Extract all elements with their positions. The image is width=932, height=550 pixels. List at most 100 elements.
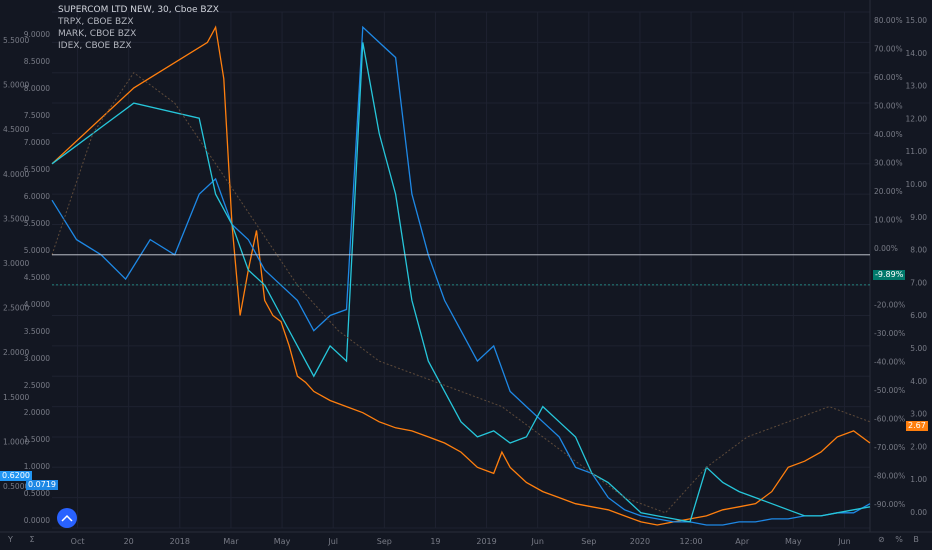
y-right-pct-tick: 20.00% xyxy=(874,187,903,196)
right-price-badge: 2.67 xyxy=(906,421,928,431)
y-right-pct-tick: 70.00% xyxy=(874,44,903,53)
y-left-inner-tick: 6.0000 xyxy=(24,192,50,201)
y-left-outer-tick: 2.0000 xyxy=(3,348,29,357)
y-left-outer-tick: 5.5000 xyxy=(3,36,29,45)
y-left-inner-tick: 1.5000 xyxy=(24,435,50,444)
y-left-inner-tick: 4.0000 xyxy=(24,300,50,309)
y-left-inner-tick: 2.5000 xyxy=(24,381,50,390)
x-tick-label: 19 xyxy=(430,537,440,546)
y-right-pct-tick: 80.00% xyxy=(874,16,903,25)
y-left-inner-tick: 6.5000 xyxy=(24,165,50,174)
y-left-inner-tick: 8.5000 xyxy=(24,57,50,66)
pct-current-badge: -9.89% xyxy=(873,270,906,280)
y-right-pct-tick: -20.00% xyxy=(874,301,905,310)
y-right-price-tick: 14.00 xyxy=(906,49,928,58)
y-left-outer-tick: 5.0000 xyxy=(3,81,29,90)
y-right-price-tick: 1.00 xyxy=(910,475,927,484)
y-left-outer-tick: 4.0000 xyxy=(3,170,29,179)
y-left-inner-tick: 3.0000 xyxy=(24,354,50,363)
tradingview-logo-icon[interactable] xyxy=(57,508,77,528)
y-left-outer-tick: 3.5000 xyxy=(3,214,29,223)
y-left-outer-tick: 1.0000 xyxy=(3,437,29,446)
y-left-outer-tick: 3.0000 xyxy=(3,259,29,268)
y-right-pct-tick: -60.00% xyxy=(874,415,905,424)
y-right-price-tick: 3.00 xyxy=(910,410,927,419)
y-right-price-tick: 0.00 xyxy=(910,508,927,517)
y-right-price-tick: 9.00 xyxy=(910,213,927,222)
legend-main-symbol[interactable]: SUPERCOM LTD NEW, 30, Cboe BZX xyxy=(58,5,219,15)
x-tick-label: 20 xyxy=(124,537,134,546)
legend-series-idex[interactable]: IDEX, CBOE BZX xyxy=(58,41,132,51)
x-tick-label: Sep xyxy=(581,537,596,546)
y-right-price-tick: 13.00 xyxy=(906,82,928,91)
y-right-pct-tick: -50.00% xyxy=(874,386,905,395)
y-left-inner-tick: 0.5000 xyxy=(24,489,50,498)
y-right-price-tick: 11.00 xyxy=(906,147,928,156)
x-tick-label: Sep xyxy=(377,537,392,546)
left-badge-top: 0.6200 xyxy=(0,471,32,481)
y-left-inner-tick: 4.5000 xyxy=(24,273,50,282)
y-right-price-tick: 8.00 xyxy=(910,246,927,255)
y-left-outer-tick: 4.5000 xyxy=(3,125,29,134)
x-tick-label: 2020 xyxy=(630,537,650,546)
y-left-outer-tick: 2.5000 xyxy=(3,304,29,313)
series-line-3 xyxy=(51,71,871,514)
scale-y-icon[interactable]: Y xyxy=(8,535,13,544)
x-tick-label: Jun xyxy=(837,537,851,546)
sigma-icon[interactable]: Σ xyxy=(29,535,35,544)
y-left-inner-tick: 0.0000 xyxy=(24,516,50,525)
y-right-pct-tick: -40.00% xyxy=(874,358,905,367)
legend-series-mark[interactable]: MARK, CBOE BZX xyxy=(58,29,137,39)
percent-icon[interactable]: % xyxy=(895,535,903,544)
x-tick-label: Jul xyxy=(327,537,338,546)
bottom-right-icons: ⊘ % B xyxy=(878,535,919,544)
series-line-1 xyxy=(51,25,871,526)
y-right-price-tick: 15.00 xyxy=(906,16,928,25)
series-line-0 xyxy=(51,25,871,526)
y-right-price-tick: 4.00 xyxy=(910,377,927,386)
x-tick-label: May xyxy=(274,537,291,546)
x-tick-label: Oct xyxy=(71,537,85,546)
legend-series-trpx[interactable]: TRPX, CBOE BZX xyxy=(58,17,134,27)
y-right-pct-tick: -80.00% xyxy=(874,472,905,481)
y-right-pct-tick: 0.00% xyxy=(874,244,898,253)
x-tick-label: Mar xyxy=(223,537,239,546)
y-left-inner-tick: 9.0000 xyxy=(24,30,50,39)
y-right-price-tick: 5.00 xyxy=(910,344,927,353)
y-right-pct-tick: -30.00% xyxy=(874,329,905,338)
y-right-pct-tick: 10.00% xyxy=(874,215,903,224)
y-left-inner-tick: 7.5000 xyxy=(24,111,50,120)
x-tick-label: 2018 xyxy=(170,537,190,546)
x-tick-label: Apr xyxy=(735,537,750,546)
y-right-pct-tick: 60.00% xyxy=(874,73,903,82)
y-left-inner-tick: 5.5000 xyxy=(24,219,50,228)
x-tick-label: 12:00 xyxy=(680,537,703,546)
y-left-inner-tick: 7.0000 xyxy=(24,138,50,147)
x-tick-label: Jun xyxy=(530,537,544,546)
y-right-price-tick: 7.00 xyxy=(910,278,927,287)
y-left-outer-tick: 0.5000 xyxy=(3,482,29,491)
y-right-price-tick: 6.00 xyxy=(910,311,927,320)
log-scale-b-icon[interactable]: B xyxy=(913,535,919,544)
y-right-price-tick: 2.00 xyxy=(910,442,927,451)
bottom-left-icons: Y Σ xyxy=(8,535,35,544)
grid-lines xyxy=(52,11,870,529)
y-right-price-tick: 12.00 xyxy=(906,114,928,123)
y-right-pct-tick: 40.00% xyxy=(874,130,903,139)
y-right-pct-tick: -90.00% xyxy=(874,500,905,509)
x-tick-label: May xyxy=(785,537,802,546)
y-left-inner-tick: 5.0000 xyxy=(24,246,50,255)
y-left-inner-tick: 8.0000 xyxy=(24,84,50,93)
y-right-pct-tick: 50.00% xyxy=(874,101,903,110)
series-line-2 xyxy=(51,42,871,523)
y-right-pct-tick: -70.00% xyxy=(874,443,905,452)
circle-slash-icon[interactable]: ⊘ xyxy=(878,535,885,544)
y-left-outer-tick: 1.5000 xyxy=(3,393,29,402)
y-left-inner-tick: 2.0000 xyxy=(24,408,50,417)
y-left-inner-tick: 1.0000 xyxy=(24,462,50,471)
x-tick-label: 2019 xyxy=(476,537,496,546)
y-left-inner-tick: 3.5000 xyxy=(24,327,50,336)
chart-legend: SUPERCOM LTD NEW, 30, Cboe BZX TRPX, CBO… xyxy=(58,4,219,52)
y-right-pct-tick: 30.00% xyxy=(874,158,903,167)
